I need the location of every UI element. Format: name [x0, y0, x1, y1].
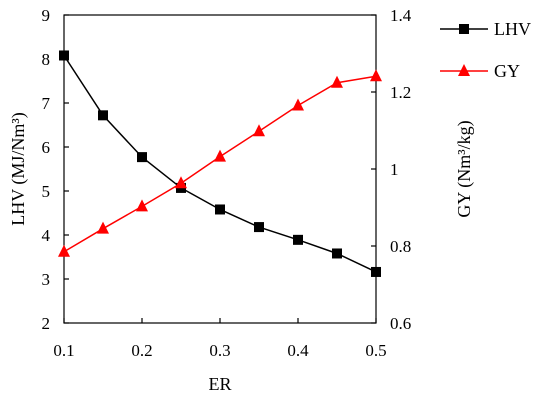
x-axis-title: ER: [208, 374, 231, 394]
y-axis-left: 2 3 4 5 6 7 8 9: [42, 6, 69, 333]
y-left-tick-label: 5: [42, 182, 51, 201]
y-left-tick-label: 4: [42, 226, 51, 245]
data-point-gy: [97, 221, 109, 234]
data-point-gy: [370, 69, 382, 82]
legend-gy-label: GY: [494, 61, 520, 81]
data-point-lhv: [254, 222, 264, 233]
y-right-tick-label: 0.8: [390, 237, 411, 256]
data-point-gy: [214, 149, 226, 162]
y-axis-right: 0.6 0.8 1 1.2 1.4: [371, 6, 412, 333]
y-left-tick-label: 6: [42, 138, 51, 157]
data-point-lhv: [371, 266, 381, 277]
data-point-lhv: [59, 50, 69, 61]
legend-gy-marker: [458, 64, 470, 76]
y-right-tick-label: 0.6: [390, 314, 411, 333]
y-left-tick-label: 8: [42, 50, 51, 69]
data-point-lhv: [332, 248, 342, 259]
y-left-tick-label: 9: [42, 6, 51, 25]
data-point-lhv: [98, 110, 108, 121]
y-right-tick-label: 1.4: [390, 6, 412, 25]
x-tick-label: 0.5: [365, 341, 386, 360]
data-point-lhv: [137, 152, 147, 163]
x-tick-label: 0.3: [209, 341, 230, 360]
y-axis-left-title: LHV (MJ/Nm³): [8, 112, 29, 226]
data-point-gy: [292, 98, 304, 111]
data-point-gy: [253, 124, 265, 137]
legend-lhv-label: LHV: [494, 19, 531, 39]
legend-lhv-marker: [459, 24, 469, 34]
x-tick-label: 0.1: [53, 341, 74, 360]
y-right-tick-label: 1.2: [390, 83, 411, 102]
data-point-gy: [331, 75, 343, 88]
x-axis: 0.1 0.2 0.3 0.4 0.5: [53, 318, 387, 360]
plot-frame: [63, 14, 377, 324]
data-point-lhv: [293, 234, 303, 245]
y-left-tick-label: 2: [42, 314, 51, 333]
data-point-lhv: [215, 204, 225, 215]
y-left-tick-label: 7: [42, 94, 51, 113]
y-axis-right-title: GY (Nm³/kg): [454, 120, 475, 217]
y-right-tick-label: 1: [390, 160, 399, 179]
data-point-gy: [58, 244, 70, 257]
series-layer: [58, 50, 382, 277]
legend: LHV GY: [440, 19, 531, 81]
x-tick-label: 0.4: [287, 341, 309, 360]
data-point-gy: [136, 199, 148, 212]
series-line-gy: [63, 75, 377, 253]
y-left-tick-label: 3: [42, 270, 51, 289]
data-point-gy: [175, 176, 187, 189]
x-tick-label: 0.2: [131, 341, 152, 360]
